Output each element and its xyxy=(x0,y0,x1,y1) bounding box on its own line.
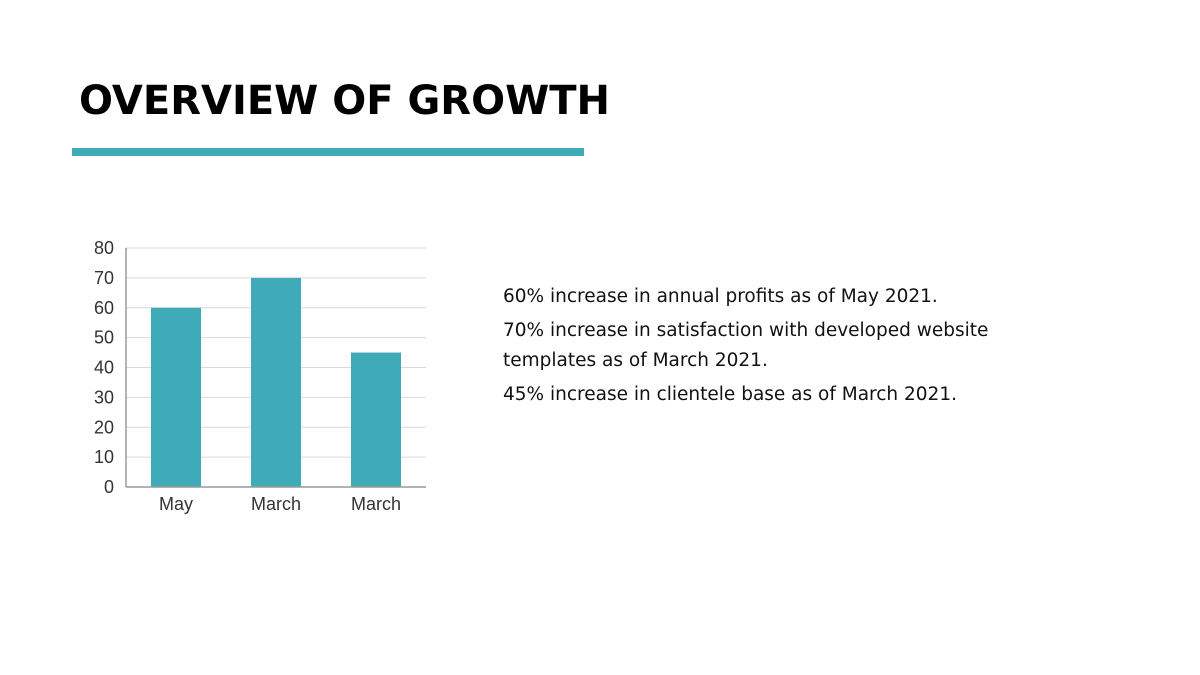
bar-march-2 xyxy=(251,277,301,487)
slide-title: OVERVIEW OF GROWTH xyxy=(79,78,610,124)
y-tick-label: 60 xyxy=(94,298,114,318)
bar-may-1 xyxy=(151,307,201,487)
statement-profits: 60% increase in annual profits as of May… xyxy=(503,286,938,307)
x-tick-label: March xyxy=(251,494,301,514)
y-tick-label: 70 xyxy=(94,268,114,288)
y-tick-label: 30 xyxy=(94,387,114,407)
title-underline xyxy=(72,148,584,156)
y-tick-label: 40 xyxy=(94,358,114,378)
y-axis-ticks: 0 10 20 30 40 50 60 70 80 xyxy=(94,238,114,497)
chart-bars xyxy=(151,277,401,487)
y-tick-label: 80 xyxy=(94,238,114,258)
bar-chart: 0 10 20 30 40 50 60 70 80 May March March xyxy=(94,238,426,514)
bar-march-3 xyxy=(351,352,401,487)
y-tick-label: 20 xyxy=(94,417,114,437)
statement-clientele: 45% increase in clientele base as of Mar… xyxy=(503,384,957,405)
statement-satisfaction: 70% increase in satisfaction with develo… xyxy=(503,320,989,371)
growth-statements: 60% increase in annual profits as of May… xyxy=(503,282,1063,414)
x-tick-label: May xyxy=(159,494,193,514)
y-tick-label: 0 xyxy=(104,477,114,497)
x-axis-ticks: May March March xyxy=(159,494,401,514)
x-tick-label: March xyxy=(351,494,401,514)
y-tick-label: 10 xyxy=(94,447,114,467)
y-tick-label: 50 xyxy=(94,328,114,348)
